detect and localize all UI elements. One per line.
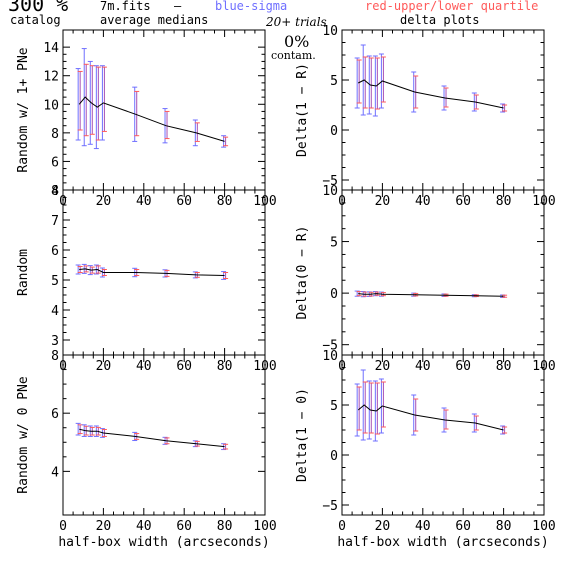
y-tick-label: 3 — [51, 334, 59, 349]
x-tick-label: 0 — [59, 519, 67, 534]
x-tick-label: 60 — [455, 519, 471, 534]
x-tick-label: 40 — [136, 519, 152, 534]
x-tick-label: 0 — [338, 519, 346, 534]
data-layer — [354, 369, 508, 442]
y-axis-label: Delta(1 − 0) — [295, 388, 310, 482]
y-tick-label: −5 — [322, 499, 338, 514]
x-tick-label: 40 — [136, 359, 152, 374]
contamination-label: contam. — [271, 49, 316, 62]
y-tick-label: 10 — [43, 98, 59, 113]
contamination-percent: 0% — [284, 32, 310, 51]
y-tick-label: 0 — [330, 449, 338, 464]
x-tick-label: 20 — [96, 359, 112, 374]
y-tick-label: 10 — [322, 184, 338, 199]
y-tick-label: 4 — [51, 304, 59, 319]
y-tick-label: 6 — [51, 244, 59, 259]
y-tick-label: −5 — [322, 339, 338, 354]
x-tick-label: 40 — [415, 519, 431, 534]
data-layer — [75, 422, 229, 451]
y-tick-label: 6 — [51, 407, 59, 422]
data-layer — [75, 263, 229, 280]
y-tick-label: 14 — [43, 41, 59, 56]
filename-label: 7m.fits — [100, 0, 151, 13]
chart-panel-5: 0 20 40 60 80 100 4 6 8 Random w/ 0 PNe half-box w… — [16, 349, 277, 550]
x-tick-label: 60 — [455, 359, 471, 374]
x-tick-label: 60 — [176, 359, 192, 374]
median-line — [357, 404, 504, 431]
y-tick-label: 5 — [330, 236, 338, 251]
x-tick-label: 80 — [217, 359, 233, 374]
red-quartile-label: red-upper/lower quartile — [365, 0, 539, 13]
catalog-label: catalog — [10, 13, 61, 27]
x-axis-label: half-box width (arcseconds) — [58, 535, 269, 550]
median-line — [79, 268, 225, 276]
x-tick-label: 60 — [455, 194, 471, 209]
x-tick-label: 20 — [96, 194, 112, 209]
y-axis-label: Random w/ 1+ PNe — [16, 47, 31, 172]
plot-frame — [341, 354, 545, 516]
y-tick-label: 8 — [51, 184, 59, 199]
plot-frame — [62, 189, 266, 356]
y-tick-label: 6 — [51, 155, 59, 170]
y-tick-label: 8 — [51, 349, 59, 364]
y-tick-label: 4 — [51, 465, 59, 480]
y-tick-label: 10 — [322, 349, 338, 364]
plot-frame — [341, 189, 545, 356]
x-tick-label: 20 — [375, 194, 391, 209]
median-line — [358, 293, 504, 297]
y-tick-label: 8 — [51, 127, 59, 142]
blue-sigma-label: blue-sigma — [215, 0, 288, 13]
x-tick-label: 80 — [217, 519, 233, 534]
median-line — [79, 428, 225, 448]
x-tick-label: 80 — [217, 194, 233, 209]
trials-label: 20+ trials — [266, 15, 327, 29]
median-line — [357, 79, 504, 109]
delta-plots-label: delta plots — [400, 13, 480, 27]
x-tick-label: 40 — [136, 194, 152, 209]
catalog-percent: 300 % — [8, 0, 69, 16]
y-axis-label: Random — [16, 249, 31, 296]
x-tick-label: 20 — [375, 359, 391, 374]
y-tick-label: 0 — [330, 124, 338, 139]
data-layer — [354, 290, 508, 298]
y-tick-label: −5 — [322, 174, 338, 189]
filename-dash: — — [174, 0, 182, 13]
median-line — [78, 96, 225, 142]
y-axis-label: Random w/ 0 PNe — [16, 376, 31, 494]
x-tick-label: 40 — [415, 194, 431, 209]
x-tick-label: 100 — [532, 519, 555, 534]
y-axis-label: Delta(0 − R) — [295, 226, 310, 320]
x-tick-label: 20 — [375, 519, 391, 534]
data-layer — [354, 44, 508, 117]
y-tick-label: 5 — [51, 274, 59, 289]
average-medians-label: average medians — [100, 13, 209, 27]
data-layer — [75, 48, 229, 150]
plot-frame — [62, 29, 266, 191]
x-tick-label: 100 — [253, 519, 276, 534]
x-axis-label: half-box width (arcseconds) — [337, 535, 548, 550]
y-tick-label: 7 — [51, 214, 59, 229]
x-tick-label: 60 — [176, 519, 192, 534]
y-axis-label: Delta(1 − R) — [295, 63, 310, 157]
x-tick-label: 80 — [496, 359, 512, 374]
x-tick-label: 20 — [96, 519, 112, 534]
y-tick-label: 5 — [330, 399, 338, 414]
y-tick-label: 0 — [330, 287, 338, 302]
x-tick-label: 80 — [496, 194, 512, 209]
x-tick-label: 60 — [176, 194, 192, 209]
y-tick-label: 10 — [322, 24, 338, 39]
x-tick-label: 80 — [496, 519, 512, 534]
y-tick-label: 12 — [43, 70, 59, 85]
y-tick-label: 4 — [51, 184, 59, 199]
y-tick-label: 5 — [330, 74, 338, 89]
x-tick-label: 40 — [415, 359, 431, 374]
